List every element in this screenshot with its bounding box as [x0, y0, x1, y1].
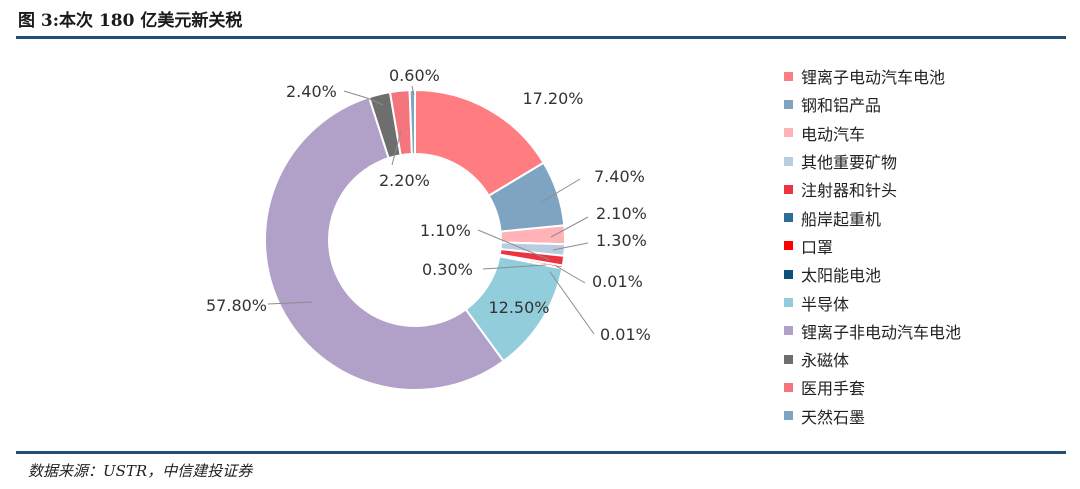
leader-line-1	[539, 178, 581, 204]
legend-label: 口罩	[801, 237, 834, 257]
top-rule	[16, 36, 1066, 39]
source-note: 数据来源：USTR，中信建投证券	[28, 462, 253, 480]
legend-label: 永磁体	[801, 351, 850, 371]
data-label-8: 12.50%	[488, 298, 549, 317]
legend-label: 医用手套	[801, 379, 866, 399]
leader-line-11	[391, 130, 402, 166]
legend-item: 电动汽车	[784, 119, 961, 147]
legend-swatch	[784, 184, 793, 194]
leader-line-6	[482, 264, 547, 270]
legend-label: 钢和铝产品	[801, 96, 882, 116]
legend-item: 其他重要矿物	[784, 147, 961, 175]
legend-item: 锂离子非电动汽车电池	[784, 317, 961, 345]
legend-swatch	[784, 99, 793, 109]
data-label-2: 2.10%	[596, 204, 647, 223]
leader-line-10	[343, 90, 384, 106]
legend-label: 锂离子非电动汽车电池	[801, 322, 962, 342]
bottom-rule	[16, 451, 1066, 454]
leader-line-3	[552, 242, 589, 251]
leader-line-4	[477, 229, 551, 261]
legend-swatch	[784, 382, 793, 392]
legend-item: 注射器和针头	[784, 175, 961, 203]
legend-item: 钢和铝产品	[784, 90, 961, 118]
data-label-12: 0.60%	[389, 66, 440, 85]
legend-label: 其他重要矿物	[801, 153, 898, 173]
slice-12	[408, 88, 416, 156]
legend-swatch	[784, 411, 793, 421]
legend-swatch	[784, 269, 793, 279]
legend-swatch	[784, 241, 793, 251]
legend-item: 锂离子电动汽车电池	[784, 62, 961, 90]
legend-label: 半导体	[801, 294, 850, 314]
legend-swatch	[784, 354, 793, 364]
data-label-10: 2.40%	[286, 82, 337, 101]
legend-label: 船岸起重机	[801, 209, 882, 229]
legend-item: 口罩	[784, 232, 961, 260]
data-label-6: 0.30%	[422, 260, 473, 279]
legend-swatch	[784, 71, 793, 81]
legend-swatch	[784, 326, 793, 336]
legend-item: 半导体	[784, 288, 961, 316]
legend-item: 天然石墨	[784, 402, 961, 430]
legend-swatch	[784, 298, 793, 308]
legend-swatch	[784, 156, 793, 166]
data-label-3: 1.30%	[596, 231, 647, 250]
legend-swatch	[784, 128, 793, 138]
data-label-9: 57.80%	[206, 296, 267, 315]
legend-label: 太阳能电池	[801, 266, 882, 286]
leader-line-5	[555, 265, 586, 284]
legend-item: 医用手套	[784, 373, 961, 401]
legend-label: 电动汽车	[801, 124, 866, 144]
leader-line-7	[549, 271, 595, 335]
legend: 锂离子电动汽车电池 钢和铝产品电动汽车其他重要矿物 注射器和针头 船岸起重机口罩太阳能…	[784, 62, 961, 430]
leader-line-12	[411, 85, 415, 96]
chart-title: 图 3:本次 180 亿美元新关税	[18, 11, 243, 31]
data-label-1: 7.40%	[594, 167, 645, 186]
data-label-5: 0.01%	[592, 272, 643, 291]
legend-item: 永磁体	[784, 345, 961, 373]
legend-label: 天然石墨	[801, 407, 866, 427]
legend-item: 太阳能电池	[784, 260, 961, 288]
data-label-0: 17.20%	[522, 89, 583, 108]
legend-label: 锂离子电动汽车电池	[801, 68, 946, 88]
data-label-4: 1.10%	[420, 221, 471, 240]
leader-line-9	[267, 301, 313, 305]
legend-swatch	[784, 213, 793, 223]
data-label-7: 0.01%	[600, 325, 651, 344]
data-label-11: 2.20%	[379, 171, 430, 190]
leader-line-2	[550, 216, 589, 238]
legend-label: 注射器和针头	[801, 181, 898, 201]
legend-item: 船岸起重机	[784, 203, 961, 231]
slice-9	[264, 95, 505, 391]
